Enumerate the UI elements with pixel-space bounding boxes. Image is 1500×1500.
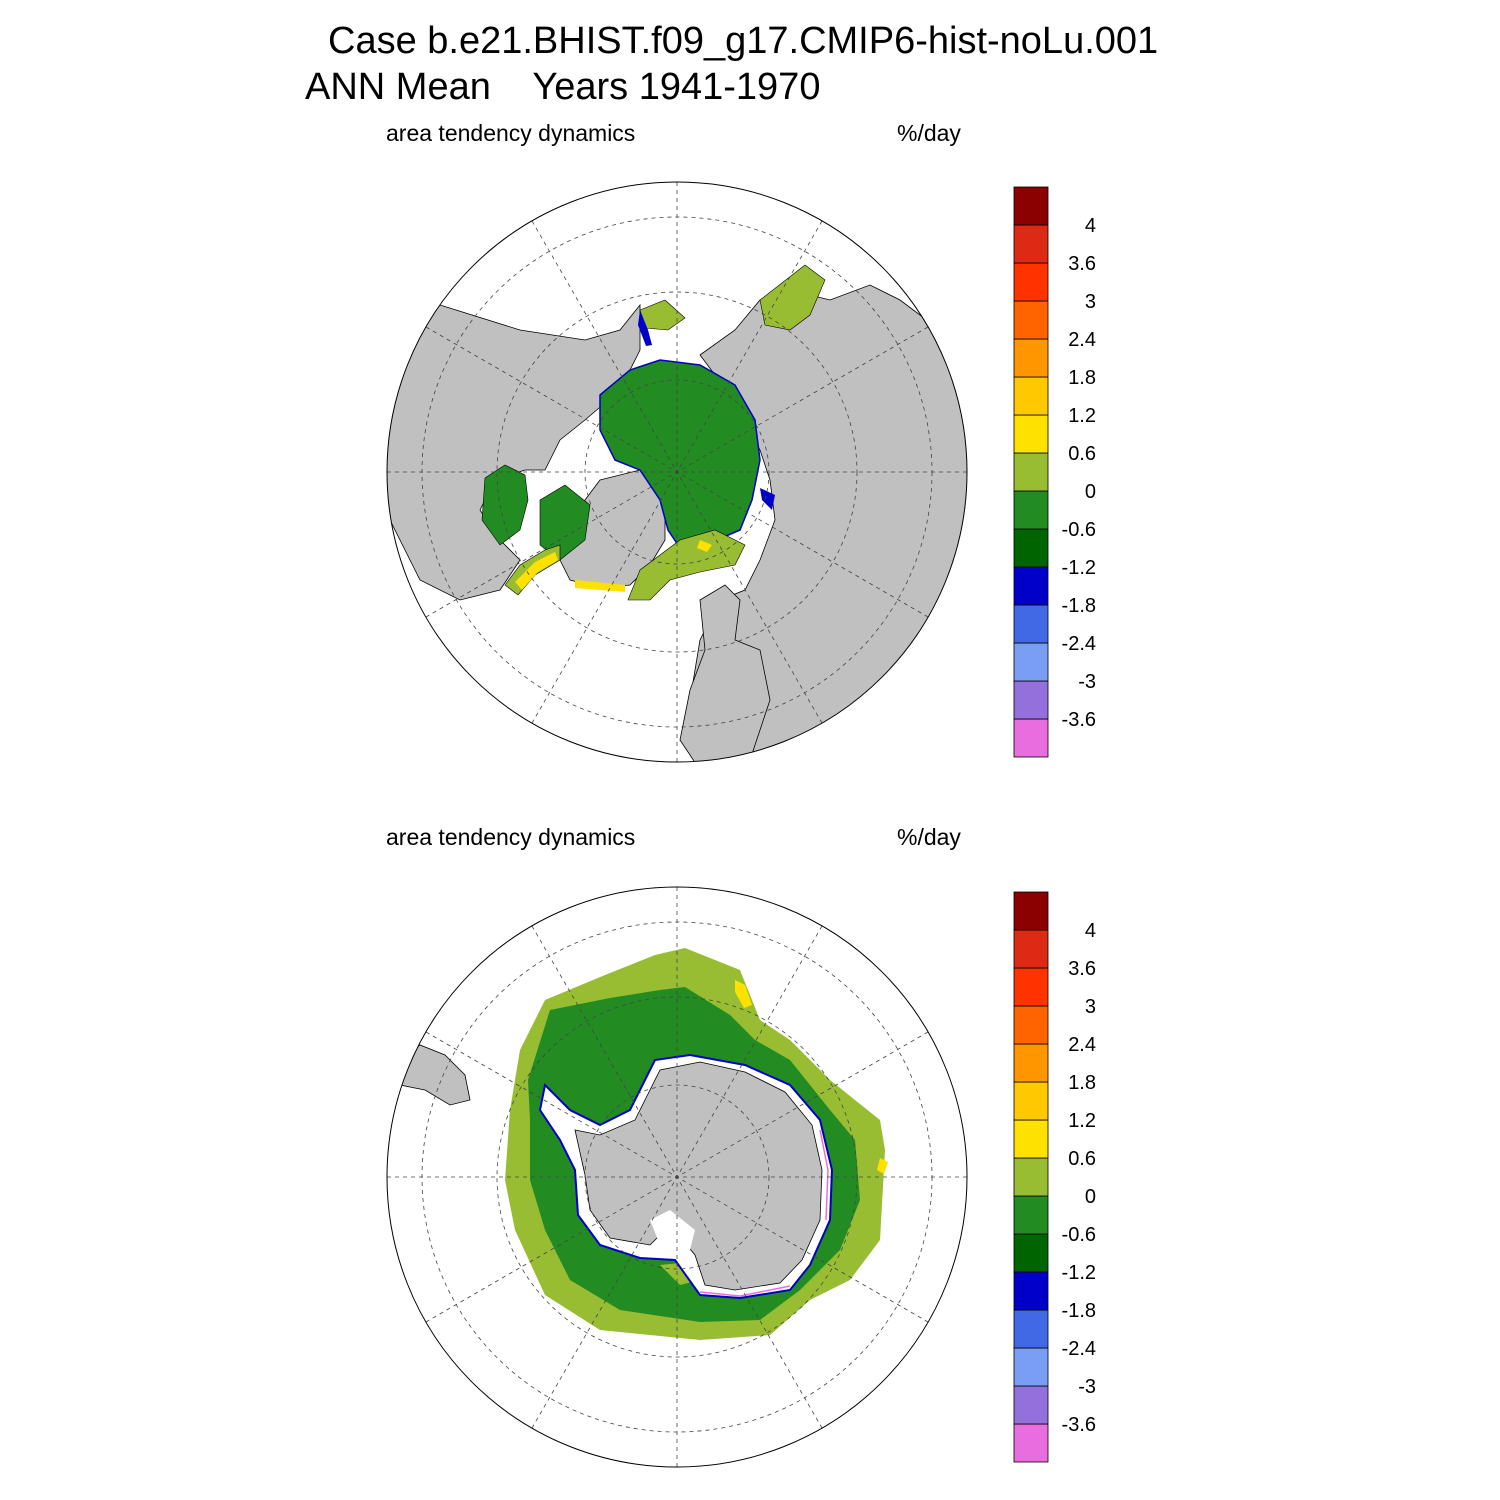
nh-bering-sea-ice [759,264,826,331]
sh-colorbar-box [1013,1119,1049,1159]
sh-colorbar-tick-label: 3 [1085,996,1096,1018]
sh-negative-coast-edge [699,1129,829,1297]
sh-positive-patch-1 [735,980,752,1008]
sh-colorbar-tick-label: 4 [1085,920,1096,942]
sh-colorbar-box [1013,1233,1049,1273]
nh-colorbar-box [1013,680,1049,720]
nh-colorbar-tick-label: 3 [1085,291,1096,313]
nh-colorbar-box [1013,452,1049,492]
sh-colorbar-box [1013,1157,1049,1197]
sh-colorbar-box [1013,1195,1049,1235]
sh-colorbar-tick-label: 3.6 [1068,958,1096,980]
nh-hudson-bay-ice [481,464,529,546]
nh-colorbar-box [1013,224,1049,264]
nh-units-label: %/day [897,120,961,146]
nh-negative-edge-1 [638,310,652,346]
nh-land-north-america [387,299,641,601]
sh-colorbar-tick-label: -3.6 [1062,1414,1096,1436]
sh-colorbar-box [1013,1347,1049,1387]
sh-colorbar-tick-label: -0.6 [1062,1224,1096,1246]
nh-colorbar-box [1013,566,1049,606]
nh-negative-edge-2 [760,488,775,510]
sh-colorbar-box [1013,1423,1049,1463]
figure-title-line1: Case b.e21.BHIST.f09_g17.CMIP6-hist-noLu… [328,20,1159,62]
sh-map-border [386,886,968,1468]
nh-graticule [387,182,967,762]
sh-colorbar-tick-label: -2.4 [1062,1338,1096,1360]
nh-greenland-sea-ice [627,529,746,601]
sh-colorbar-tick-label: 1.2 [1068,1110,1096,1132]
sh-colorbar-box [1013,1005,1049,1045]
sh-colorbar-box [1013,1081,1049,1121]
figure-title-line2: ANN Mean Years 1941-1970 [305,66,821,108]
nh-positive-edge-2 [575,580,625,592]
nh-colorbar-tick-label: -2.4 [1062,633,1096,655]
nh-colorbar-tick-label: 1.2 [1068,405,1096,427]
nh-colorbar: -3.6 -3 -2.4 -1.8 -1.2 -0.6 0 0.6 1.2 1.8 2.4 3 3.6 4 [1013,186,1096,758]
sh-colorbar-box [1013,891,1049,931]
sh-colorbar-box [1013,1385,1049,1425]
nh-colorbar-tick-label: 2.4 [1068,329,1096,351]
sh-colorbar: -3.6 -3 -2.4 -1.8 -1.2 -0.6 0 0.6 1.2 1.8 2.4 3 3.6 4 [1013,891,1096,1463]
nh-baffin-labrador-ice [539,484,591,561]
nh-positive-edge-3 [697,540,712,552]
nh-colorbar-box [1013,376,1049,416]
nh-colorbar-box [1013,338,1049,378]
nh-colorbar-tick-label: -3 [1078,671,1096,693]
nh-colorbar-tick-label: -3.6 [1062,709,1096,731]
sh-colorbar-tick-label: -1.2 [1062,1262,1096,1284]
nh-colorbar-tick-label: -1.2 [1062,557,1096,579]
nh-colorbar-box [1013,604,1049,644]
nh-colorbar-tick-label: -0.6 [1062,519,1096,541]
sh-colorbar-tick-label: 0 [1085,1186,1096,1208]
nh-polar-map [386,181,968,763]
sh-colorbar-tick-label: 1.8 [1068,1072,1096,1094]
nh-land-europe [679,584,771,762]
nh-colorbar-tick-label: 0 [1085,481,1096,503]
sh-colorbar-tick-label: 2.4 [1068,1034,1096,1056]
sh-variable-label: area tendency dynamics [386,824,636,850]
sh-colorbar-box [1013,967,1049,1007]
sh-graticule [387,887,967,1467]
nh-colorbar-tick-label: 1.8 [1068,367,1096,389]
nh-colorbar-box [1013,414,1049,454]
nh-colorbar-box [1013,300,1049,340]
sh-colorbar-box [1013,1043,1049,1083]
nh-colorbar-box [1013,186,1049,226]
sh-ross-shelf-gap [650,1210,695,1250]
nh-colorbar-box [1013,718,1049,758]
nh-colorbar-box [1013,262,1049,302]
sh-colorbar-box [1013,929,1049,969]
nh-colorbar-tick-label: 4 [1085,215,1096,237]
sh-land-antarctica [574,1061,823,1291]
nh-variable-label: area tendency dynamics [386,120,636,146]
sh-land-south-america [394,1044,471,1106]
sh-colorbar-tick-label: -3 [1078,1376,1096,1398]
sh-colorbar-box [1013,1271,1049,1311]
sh-units-label: %/day [897,824,961,850]
nh-central-arctic-ice [599,359,761,549]
sh-colorbar-box [1013,1309,1049,1349]
nh-colorbar-tick-label: 3.6 [1068,253,1096,275]
nh-colorbar-box [1013,642,1049,682]
nh-colorbar-box [1013,490,1049,530]
sh-polar-map [386,886,968,1468]
nh-colorbar-box [1013,528,1049,568]
sh-positive-patch-2 [877,1158,888,1174]
nh-map-border [386,181,968,763]
nh-positive-edge-1 [515,552,558,590]
sh-colorbar-tick-label: 0.6 [1068,1148,1096,1170]
sh-colorbar-tick-label: -1.8 [1062,1300,1096,1322]
nh-colorbar-tick-label: -1.8 [1062,595,1096,617]
nh-colorbar-tick-label: 0.6 [1068,443,1096,465]
